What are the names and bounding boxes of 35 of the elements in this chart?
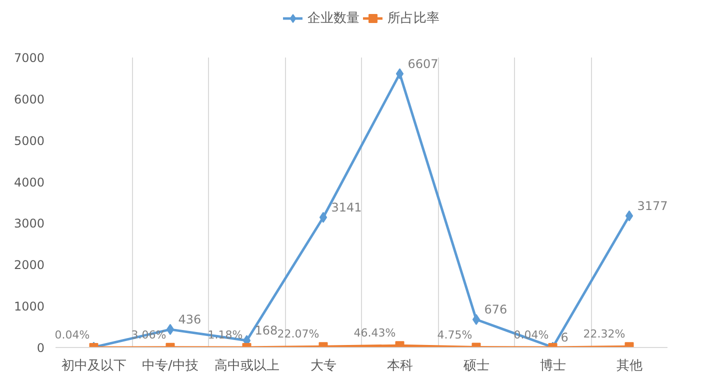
y-tick-label: 3000 — [14, 216, 45, 231]
data-label: 436 — [178, 312, 202, 326]
data-label: 4.75% — [437, 328, 472, 342]
x-tick-label: 高中或以上 — [214, 358, 280, 374]
y-tick-label: 0 — [36, 341, 45, 355]
legend-label: 企业数量 — [308, 10, 360, 27]
x-tick-label: 本科 — [386, 358, 413, 374]
data-label: 676 — [484, 302, 508, 316]
data-label: 168 — [254, 324, 278, 338]
y-tick-label: 6000 — [14, 92, 45, 106]
data-label: 6 — [560, 330, 568, 344]
x-tick-label: 中专/中技 — [142, 358, 198, 374]
data-label: 22.32% — [583, 328, 626, 341]
point — [625, 210, 634, 222]
point — [319, 212, 328, 223]
y-tick-label: 7000 — [14, 51, 45, 65]
y-tick-label: 1000 — [14, 300, 45, 314]
x-tick-label: 大专 — [310, 358, 336, 374]
data-label: 6607 — [408, 56, 438, 71]
data-label: 0.04% — [54, 328, 90, 342]
point — [472, 314, 480, 325]
data-label: 46.43% — [354, 326, 396, 340]
x-tick-label: 其他 — [616, 358, 642, 374]
x-tick-label: 硕士 — [462, 358, 490, 374]
data-label: 3177 — [637, 198, 668, 213]
legend-label: 所占比率 — [388, 10, 440, 27]
data-label: 3141 — [331, 200, 362, 214]
x-tick-label: 初中及以下 — [61, 358, 126, 374]
point — [396, 68, 404, 80]
point — [166, 324, 174, 335]
y-tick-label: 4000 — [14, 175, 45, 190]
x-tick-label: 博士 — [540, 358, 566, 374]
data-label: 22.07% — [277, 328, 320, 341]
y-tick-label: 2000 — [14, 258, 45, 272]
y-tick-label: 5000 — [14, 134, 45, 148]
